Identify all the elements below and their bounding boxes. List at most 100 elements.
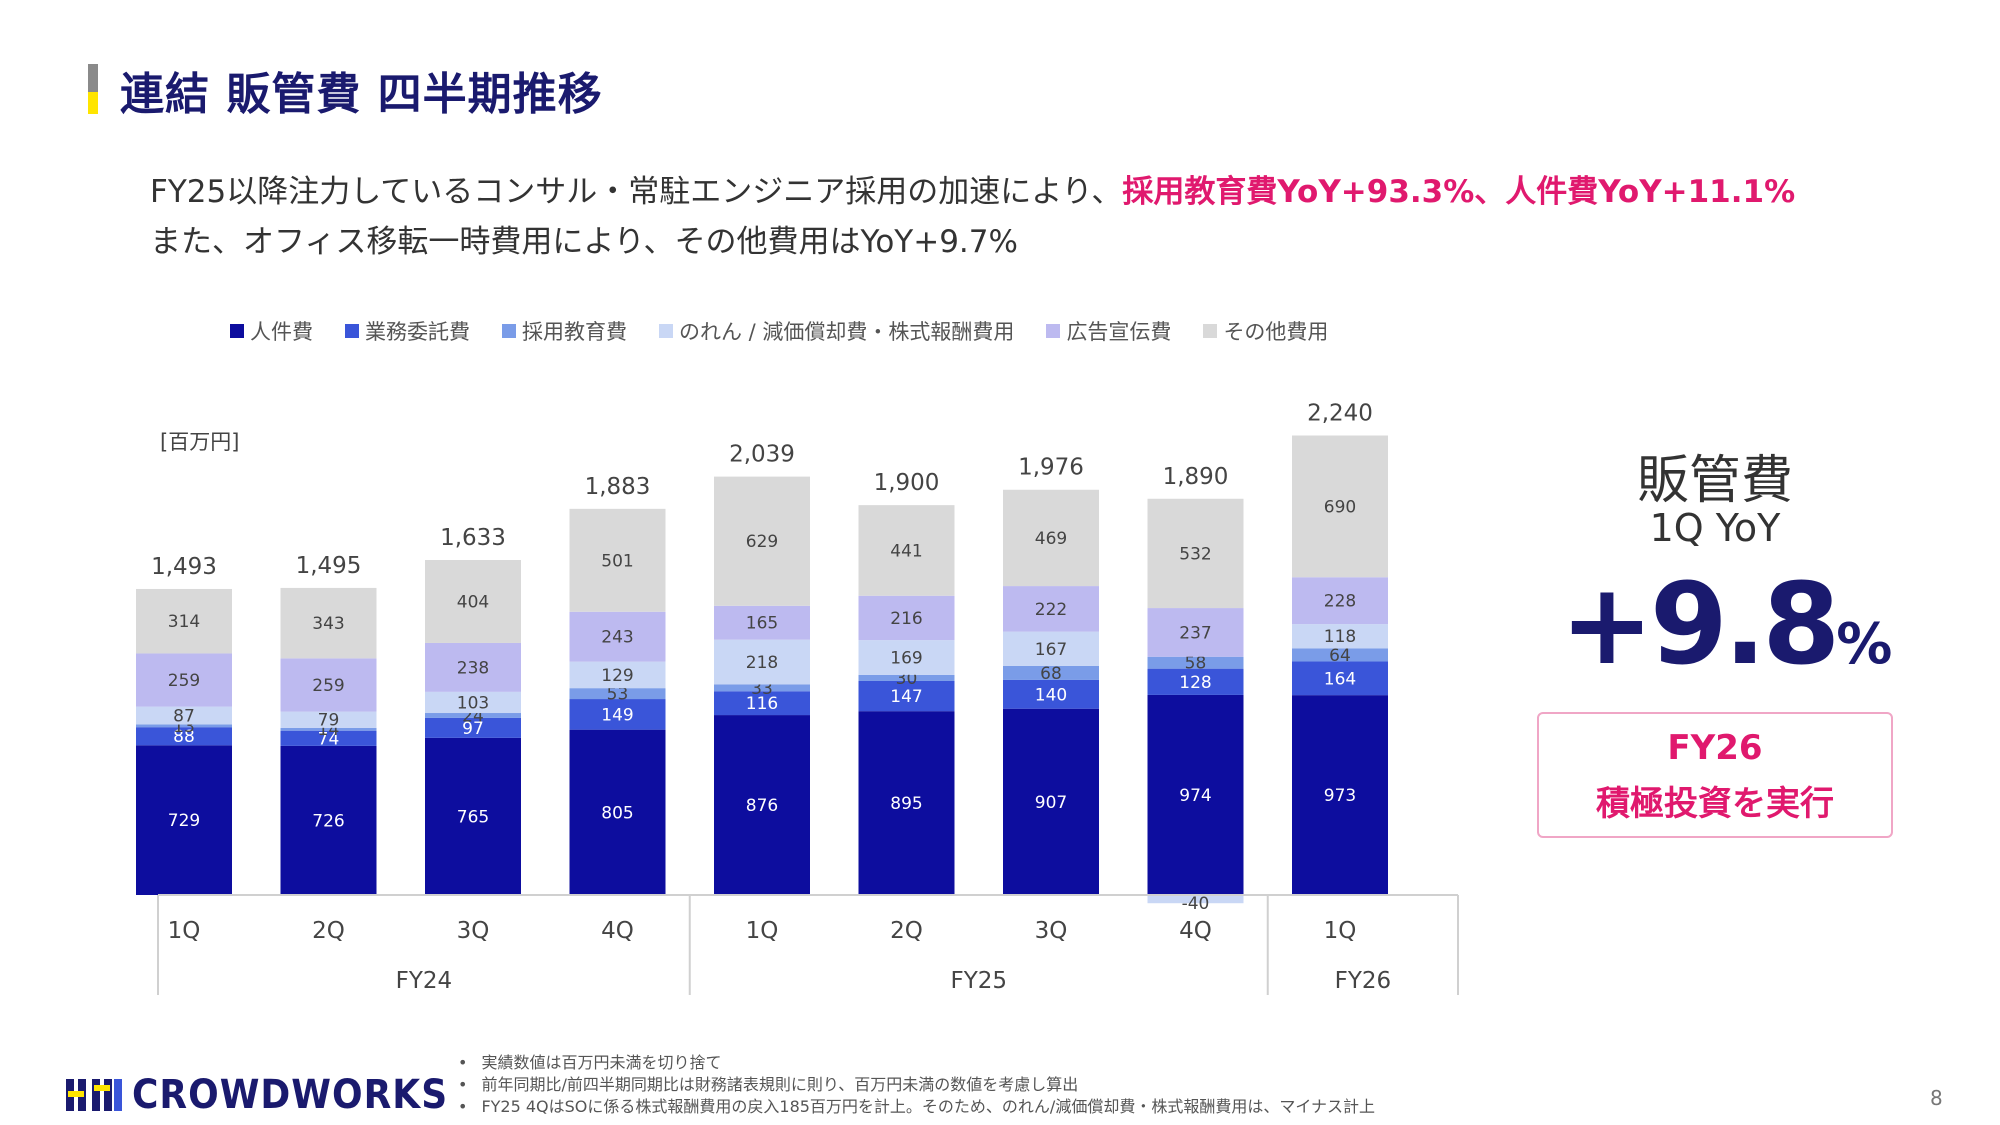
bar-segment bbox=[136, 653, 232, 707]
bar-total-label: 2,039 bbox=[729, 442, 795, 468]
bar-value-label: 729 bbox=[168, 811, 200, 831]
bar-value-label: 87 bbox=[173, 707, 195, 727]
invest-callout-line-2: 積極投資を実行 bbox=[1596, 784, 1834, 824]
footnote-item: 実績数値は百万円未満を切り捨て bbox=[458, 1052, 1375, 1074]
bar-value-label: -40 bbox=[1182, 894, 1210, 914]
chart-legend: 人件費 業務委託費 採用教育費 のれん / 減価償却費・株式報酬費用 広告宣伝費… bbox=[230, 316, 1328, 346]
bar-value-label: 68 bbox=[1040, 664, 1062, 684]
bar-total-label: 1,900 bbox=[874, 470, 940, 496]
bar-value-label: 238 bbox=[457, 658, 489, 678]
x-tick-label: 1Q bbox=[1324, 918, 1357, 944]
footnote-item: 前年同期比/前四半期同期比は財務諸表規則に則り、百万円未満の数値を考慮し算出 bbox=[458, 1074, 1375, 1096]
bar-value-label: 64 bbox=[1329, 646, 1351, 666]
legend-label: 人件費 bbox=[250, 320, 313, 344]
legend-swatch bbox=[1046, 324, 1061, 338]
bar-segment bbox=[1147, 608, 1244, 657]
bar-value-label: 74 bbox=[318, 729, 340, 749]
bar-value-label: 259 bbox=[168, 671, 200, 691]
legend-item: 業務委託費 bbox=[345, 316, 470, 346]
bar-value-label: 167 bbox=[1035, 640, 1067, 660]
bar-total-label: 1,890 bbox=[1163, 464, 1229, 490]
bar-value-label: 907 bbox=[1035, 793, 1067, 813]
legend-label: 広告宣伝費 bbox=[1066, 320, 1172, 344]
bar-value-label: 129 bbox=[601, 666, 633, 686]
bar-segment bbox=[425, 691, 521, 714]
bar-value-label: 441 bbox=[890, 541, 922, 561]
legend-swatch bbox=[659, 324, 673, 338]
x-tick-label: 4Q bbox=[1179, 918, 1212, 944]
bar-segment bbox=[569, 699, 666, 730]
bar-segment bbox=[569, 688, 666, 700]
bar-value-label: 501 bbox=[601, 551, 633, 571]
x-group-label: FY25 bbox=[950, 968, 1007, 994]
bar-value-label: 532 bbox=[1179, 544, 1211, 564]
page-number: 8 bbox=[1930, 1086, 1943, 1110]
bar-value-label: 973 bbox=[1324, 786, 1356, 806]
x-tick-label: 1Q bbox=[746, 918, 779, 944]
bar-total-label: 1,633 bbox=[440, 525, 506, 551]
bar-segment bbox=[858, 711, 955, 895]
bar-value-label: 165 bbox=[746, 614, 778, 634]
legend-item: のれん / 減価償却費・株式報酬費用 bbox=[659, 316, 1014, 346]
bar-segment bbox=[425, 559, 521, 643]
legend-label: 業務委託費 bbox=[365, 320, 470, 344]
bar-segment bbox=[1147, 656, 1244, 669]
kpi-value-number: +9.8 bbox=[1560, 560, 1840, 690]
bar-value-label: 140 bbox=[1035, 685, 1067, 705]
legend-swatch bbox=[230, 324, 244, 338]
bar-segment bbox=[425, 642, 521, 692]
bar-segment bbox=[714, 476, 810, 606]
bar-segment bbox=[1292, 577, 1388, 625]
bar-segment bbox=[1292, 648, 1388, 662]
lead-line-2: また、オフィス移転一時費用により、その他費用はYoY+9.7% bbox=[150, 224, 1018, 260]
legend-swatch bbox=[1203, 324, 1218, 338]
legend-label: 採用教育費 bbox=[522, 320, 627, 344]
bar-segment bbox=[280, 727, 377, 731]
bar-segment bbox=[425, 717, 521, 738]
kpi-subtitle: 1Q YoY bbox=[1649, 506, 1781, 550]
bar-value-label: 53 bbox=[607, 685, 629, 705]
title-accent-bar-yellow bbox=[88, 92, 98, 114]
bar-segment bbox=[858, 505, 955, 596]
bar-value-label: 222 bbox=[1035, 600, 1067, 620]
lead-line-1: FY25以降注力しているコンサル・常駐エンジニア採用の加速により、採用教育費Yo… bbox=[150, 166, 1795, 211]
bar-value-label: 118 bbox=[1324, 627, 1356, 647]
bar-segment bbox=[714, 715, 810, 895]
x-tick-label: 4Q bbox=[601, 918, 634, 944]
bar-segment bbox=[714, 639, 810, 685]
bar-value-label: 895 bbox=[890, 794, 922, 814]
bar-value-label: 726 bbox=[312, 811, 344, 831]
bar-value-label: 974 bbox=[1179, 786, 1211, 806]
bar-segment bbox=[1003, 586, 1099, 632]
crowdworks-logo-icon bbox=[66, 1079, 122, 1111]
logo-text: CROWDWORKS bbox=[132, 1072, 449, 1118]
bar-value-label: 164 bbox=[1324, 669, 1356, 689]
legend-item: 採用教育費 bbox=[502, 316, 627, 346]
bar-value-label: 58 bbox=[1185, 654, 1207, 674]
bar-segment bbox=[1003, 631, 1099, 666]
bar-value-label: 629 bbox=[746, 532, 778, 552]
bar-value-label: 218 bbox=[746, 653, 778, 673]
legend-item: 広告宣伝費 bbox=[1046, 316, 1171, 346]
bar-value-label: 103 bbox=[457, 693, 489, 713]
bar-segment bbox=[1292, 695, 1388, 895]
legend-label: のれん / 減価償却費・株式報酬費用 bbox=[679, 320, 1015, 344]
bar-segment bbox=[280, 745, 377, 895]
company-logo: CROWDWORKS bbox=[66, 1072, 448, 1118]
bar-segment bbox=[1003, 708, 1099, 895]
page-title: 連結 販管費 四半期推移 bbox=[120, 69, 603, 120]
bar-total-label: 1,976 bbox=[1018, 455, 1084, 481]
bar-value-label: 169 bbox=[890, 648, 922, 668]
title-accent-bar bbox=[88, 64, 98, 92]
bar-value-label: 237 bbox=[1179, 623, 1211, 643]
bar-value-label: 216 bbox=[890, 609, 922, 629]
bar-total-label: 1,493 bbox=[151, 554, 217, 580]
bar-value-label: 690 bbox=[1324, 497, 1356, 517]
bar-segment bbox=[425, 737, 521, 895]
bar-segment bbox=[1147, 895, 1244, 904]
footnotes: 実績数値は百万円未満を切り捨て 前年同期比/前四半期同期比は財務諸表規則に則り、… bbox=[458, 1052, 1375, 1118]
bar-segment bbox=[136, 727, 232, 746]
bar-value-label: 314 bbox=[168, 612, 200, 632]
bar-segment bbox=[1147, 694, 1244, 895]
bar-segment bbox=[569, 729, 666, 895]
